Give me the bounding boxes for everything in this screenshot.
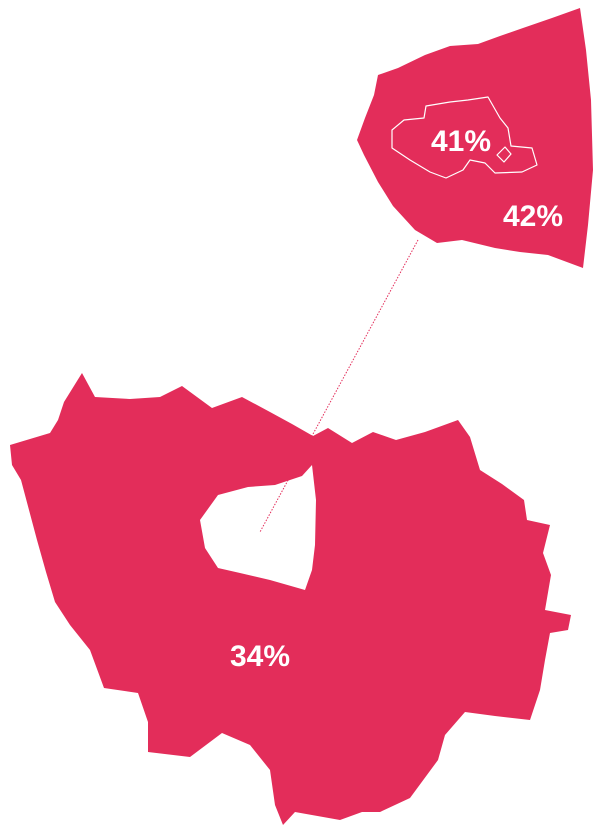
petite-couronne-region[interactable] <box>357 8 593 268</box>
petite-couronne-value-label: 42% <box>503 200 563 233</box>
grande-couronne-value-label: 34% <box>230 640 290 673</box>
paris-value-label: 41% <box>431 125 491 158</box>
paris-islet-outline <box>496 146 512 163</box>
paris-outline[interactable] <box>391 96 538 179</box>
grande-couronne-region[interactable] <box>10 373 571 825</box>
inset-leader-line <box>259 239 419 533</box>
